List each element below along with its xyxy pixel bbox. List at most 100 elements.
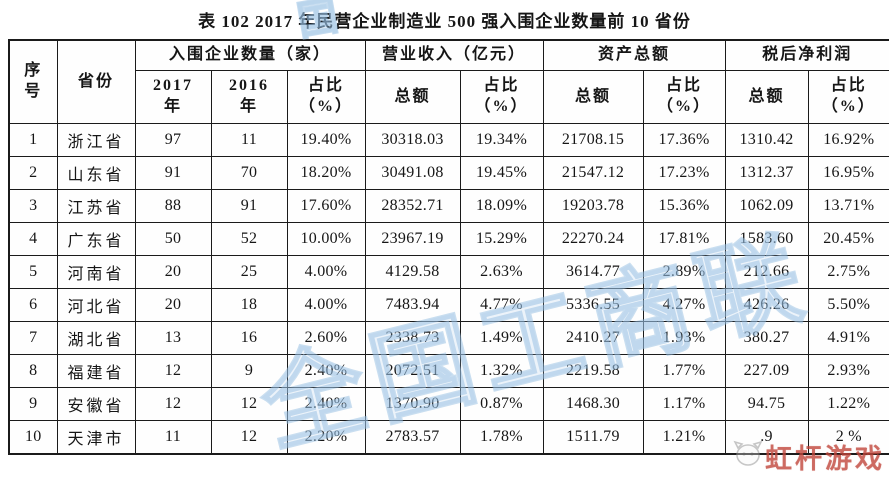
cell-value: 23967.19	[364, 222, 461, 256]
table-body: 1 浙江省 97 11 19.40% 30318.03 19.34% 21708.15 17.3…	[8, 123, 889, 455]
cell-value: 426.26	[724, 288, 809, 322]
table-row: 7 湖北省 13 16 2.60% 2338.73 1.49% 2410.27 1.93% 380…	[8, 321, 889, 355]
cell-value: 19.45%	[459, 156, 544, 190]
header-assets-share: 占比 （%）	[642, 70, 726, 124]
table-row: 10 天津市 11 12 2.20% 2783.57 1.78% 1511.79 1.21% .9…	[8, 420, 889, 455]
cell-value: 20	[134, 255, 212, 289]
table-row: 5 河南省 20 25 4.00% 4129.58 2.63% 3614.77 2.89% 212…	[8, 255, 889, 289]
cell-value: 16.95%	[807, 156, 889, 190]
cell-value: 21708.15	[542, 123, 644, 157]
cell-value: 94.75	[724, 387, 809, 421]
cell-value: 4129.58	[364, 255, 461, 289]
data-table: 序 号 省份 入围企业数量（家） 营业收入（亿元） 资产总额 税后净利润 201…	[8, 39, 889, 455]
cell-value: 1.32%	[459, 354, 544, 388]
cell-value: 17.60%	[286, 189, 366, 223]
cell-value: 1.78%	[459, 420, 544, 455]
cell-value: 13.71%	[807, 189, 889, 223]
cell-value: 91	[134, 156, 212, 190]
cell-province: 山东省	[56, 156, 136, 190]
cell-value: 0.87%	[459, 387, 544, 421]
cell-value: 1511.79	[542, 420, 644, 455]
cell-value: 1.49%	[459, 321, 544, 355]
cell-value: 52	[210, 222, 288, 256]
cell-value: 4.00%	[286, 255, 366, 289]
cell-index: 8	[8, 354, 58, 388]
cell-value: 70	[210, 156, 288, 190]
header-province: 省份	[56, 39, 136, 124]
table-row: 9 安徽省 12 12 2.40% 1370.90 0.87% 1468.30 1.17% 94.…	[8, 387, 889, 421]
cell-value: 10.00%	[286, 222, 366, 256]
header-revenue-share: 占比 （%）	[459, 70, 544, 124]
cell-value: 1468.30	[542, 387, 644, 421]
cell-value: 30318.03	[364, 123, 461, 157]
cell-value: 2338.73	[364, 321, 461, 355]
header-profit-total: 总额	[724, 70, 809, 124]
cell-value: 1062.09	[724, 189, 809, 223]
header-group-count: 入围企业数量（家）	[134, 39, 366, 71]
cell-index: 4	[8, 222, 58, 256]
header-group-revenue: 营业收入（亿元）	[364, 39, 544, 71]
header-group-profit: 税后净利润	[724, 39, 889, 71]
cell-province: 安徽省	[56, 387, 136, 421]
table-row: 2 山东省 91 70 18.20% 30491.08 19.45% 21547.12 17.2…	[8, 156, 889, 190]
cell-value: 212.66	[724, 255, 809, 289]
cell-value: 3614.77	[542, 255, 644, 289]
cell-province: 河南省	[56, 255, 136, 289]
cell-value: 2.63%	[459, 255, 544, 289]
header-2016: 2016 年	[210, 70, 288, 124]
cell-value: 4.91%	[807, 321, 889, 355]
cell-value: 19203.78	[542, 189, 644, 223]
table-row: 1 浙江省 97 11 19.40% 30318.03 19.34% 21708.15 17.3…	[8, 123, 889, 157]
cell-value: 1.93%	[642, 321, 726, 355]
cell-index: 7	[8, 321, 58, 355]
cell-value: 1310.42	[724, 123, 809, 157]
cell-value: 16	[210, 321, 288, 355]
cell-value: 30491.08	[364, 156, 461, 190]
cell-value: 91	[210, 189, 288, 223]
cell-value: 20.45%	[807, 222, 889, 256]
cell-province: 天津市	[56, 420, 136, 455]
cell-value: 19.34%	[459, 123, 544, 157]
cell-value: 17.36%	[642, 123, 726, 157]
cell-index: 10	[8, 420, 58, 455]
cell-value: 5.50%	[807, 288, 889, 322]
cell-value: 227.09	[724, 354, 809, 388]
header-index: 序 号	[8, 39, 58, 124]
header-count-share: 占比 （%）	[286, 70, 366, 124]
cell-value: 4.77%	[459, 288, 544, 322]
cell-index: 5	[8, 255, 58, 289]
header-revenue-total: 总额	[364, 70, 461, 124]
cell-value: .9	[724, 420, 809, 455]
cell-value: 2 %	[807, 420, 889, 455]
header-group-row: 序 号 省份 入围企业数量（家） 营业收入（亿元） 资产总额 税后净利润	[8, 39, 889, 124]
cell-value: 88	[134, 189, 212, 223]
cell-value: 50	[134, 222, 212, 256]
cell-value: 1.17%	[642, 387, 726, 421]
cell-value: 16.92%	[807, 123, 889, 157]
header-2017: 2017 年	[134, 70, 212, 124]
cell-index: 2	[8, 156, 58, 190]
table-header: 序 号 省份 入围企业数量（家） 营业收入（亿元） 资产总额 税后净利润 201…	[8, 39, 889, 124]
cell-value: 1370.90	[364, 387, 461, 421]
cell-index: 6	[8, 288, 58, 322]
table-row: 4 广东省 50 52 10.00% 23967.19 15.29% 22270.24 17.8…	[8, 222, 889, 256]
cell-value: 18.09%	[459, 189, 544, 223]
cell-value: 12	[134, 354, 212, 388]
cell-value: 1312.37	[724, 156, 809, 190]
cell-value: 15.36%	[642, 189, 726, 223]
cell-value: 11	[134, 420, 212, 455]
table-row: 8 福建省 12 9 2.40% 2072.51 1.32% 2219.58 1.77% 227.…	[8, 354, 889, 388]
cell-index: 1	[8, 123, 58, 157]
cell-province: 河北省	[56, 288, 136, 322]
cell-value: 2783.57	[364, 420, 461, 455]
cell-province: 福建省	[56, 354, 136, 388]
header-assets-total: 总额	[542, 70, 644, 124]
cell-value: 13	[134, 321, 212, 355]
cell-value: 2.20%	[286, 420, 366, 455]
header-sub-row: 2017 年 2016 年 占比 （%） 总额 占比 （%） 总额 占比 （%）…	[9, 70, 889, 124]
cell-value: 1583.60	[724, 222, 809, 256]
cell-value: 2.60%	[286, 321, 366, 355]
cell-value: 2.75%	[807, 255, 889, 289]
cell-value: 1.22%	[807, 387, 889, 421]
cell-index: 3	[8, 189, 58, 223]
